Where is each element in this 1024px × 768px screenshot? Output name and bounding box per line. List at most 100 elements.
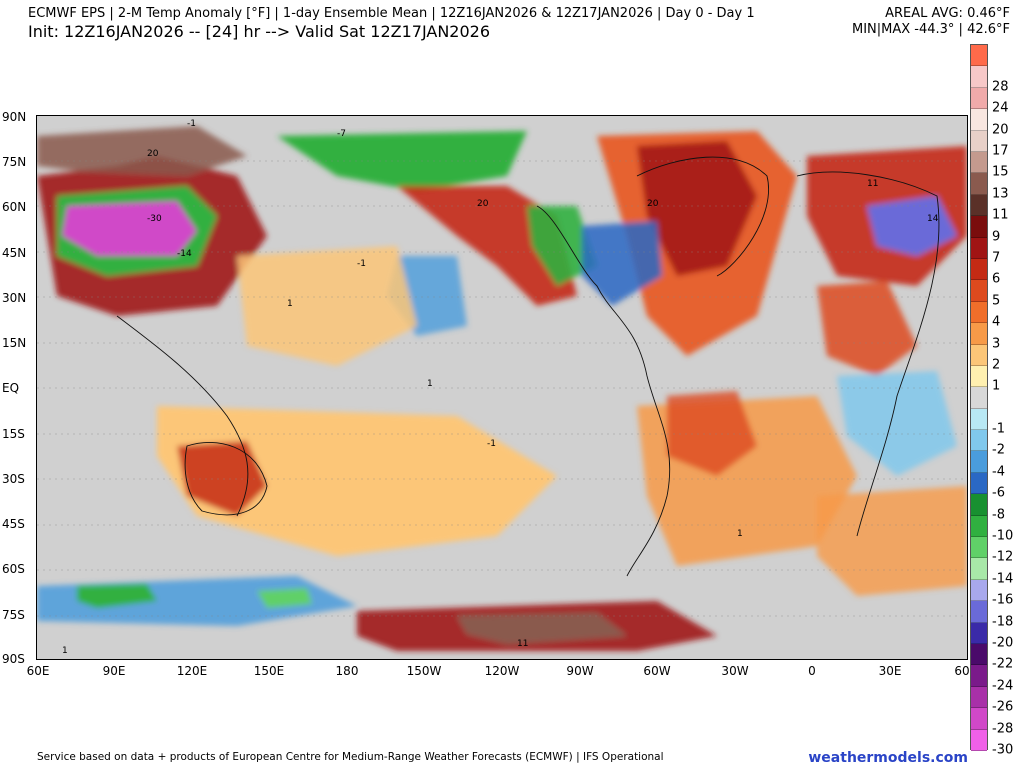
colorbar-swatch xyxy=(971,622,987,645)
map-title: ECMWF EPS | 2-M Temp Anomaly [°F] | 1-da… xyxy=(28,6,755,21)
lon-label: 180 xyxy=(335,664,359,678)
colorbar-tick-label: -10 xyxy=(992,528,1014,544)
colorbar-tick-label: -1 xyxy=(992,421,1005,437)
colorbar-tick-label: 20 xyxy=(992,122,1009,138)
colorbar xyxy=(970,44,988,751)
colorbar-swatch xyxy=(971,708,987,730)
contour-label: 1 xyxy=(427,379,433,389)
colorbar-tick-label: -30 xyxy=(992,742,1014,758)
colorbar-tick-label: -18 xyxy=(992,614,1014,630)
colorbar-tick-label: 13 xyxy=(992,186,1009,202)
colorbar-tick-label: 3 xyxy=(992,336,1001,351)
lat-label: 90N xyxy=(2,110,27,124)
colorbar-swatch xyxy=(971,644,987,666)
lat-label: 90S xyxy=(2,652,25,666)
colorbar-swatch xyxy=(971,601,987,623)
colorbar-swatch xyxy=(971,344,987,366)
colorbar-swatch xyxy=(971,558,987,580)
colorbar-swatch xyxy=(971,87,987,110)
colorbar-swatch xyxy=(971,194,987,217)
colorbar-tick-label: -4 xyxy=(992,464,1005,480)
colorbar-tick-label: 2 xyxy=(992,357,1001,373)
colorbar-swatch xyxy=(971,472,987,495)
lat-label: 60S xyxy=(2,562,25,576)
colorbar-swatch xyxy=(971,537,987,559)
colorbar-swatch xyxy=(971,430,987,452)
lon-label: 120W xyxy=(484,664,520,678)
colorbar-tick-label: -12 xyxy=(992,549,1014,565)
colorbar-tick-label: -20 xyxy=(992,635,1014,651)
colorbar-swatch xyxy=(971,45,987,67)
cold-east-us xyxy=(582,221,662,306)
cold-central-na xyxy=(527,206,597,286)
colorbar-tick-label: -14 xyxy=(992,571,1014,587)
brand-link[interactable]: weathermodels.com xyxy=(808,750,968,766)
colorbar-tick-label: 9 xyxy=(992,229,1001,245)
blue-indian-ocean xyxy=(837,371,957,476)
colorbar-tick-label: 24 xyxy=(992,100,1009,116)
contour-label: 20 xyxy=(647,199,659,209)
lat-label: 15N xyxy=(2,336,27,350)
colorbar-tick-label: -2 xyxy=(992,442,1005,458)
lat-label: 75S xyxy=(2,608,25,622)
contour-label: 1 xyxy=(62,646,68,656)
contour-label: 11 xyxy=(517,639,528,649)
colorbar-swatch xyxy=(971,301,987,324)
colorbar-swatch xyxy=(971,237,987,259)
colorbar-tick-label: -24 xyxy=(992,678,1014,694)
warm-core-greenland xyxy=(637,141,757,276)
colorbar-swatch xyxy=(971,258,987,281)
lon-label: 150E xyxy=(253,664,285,678)
colorbar-swatch xyxy=(971,66,987,88)
lat-label: 75N xyxy=(2,155,27,169)
coastlines xyxy=(116,156,940,577)
colorbar-swatch xyxy=(971,365,987,388)
colorbar-swatch xyxy=(971,729,987,751)
colorbar-tick-label: -6 xyxy=(992,485,1005,501)
colorbar-tick-label: 1 xyxy=(992,378,1001,394)
lat-label: 45N xyxy=(2,246,27,260)
colorbar-swatch xyxy=(971,451,987,473)
cold-east-europe xyxy=(867,196,957,256)
lat-label: 30S xyxy=(2,472,25,486)
colorbar-tick-label: 7 xyxy=(992,250,1001,266)
colorbar-tick-label: 5 xyxy=(992,293,1001,309)
colorbar-swatch xyxy=(971,109,987,131)
warm-arctic-east-siberia xyxy=(37,126,247,176)
lon-label: 120E xyxy=(176,664,208,678)
contour-label: 20 xyxy=(147,149,159,159)
green-cold-arctic-canada xyxy=(277,131,527,191)
colorbar-tick-label: -22 xyxy=(992,656,1014,672)
anomaly-map: -7 -30 -14 14 20 20 20 11 11 -1 -1 -1 1 … xyxy=(36,115,968,660)
contour-label: -30 xyxy=(147,214,162,224)
contour-label: 1 xyxy=(287,299,293,309)
contour-label: 1 xyxy=(737,529,743,539)
lat-label: 30N xyxy=(2,291,27,305)
warm-brazil xyxy=(667,391,757,476)
warm-antarctica-core xyxy=(457,613,627,644)
colorbar-tick-label: -28 xyxy=(992,721,1014,737)
colorbar-tick-label: 15 xyxy=(992,164,1009,180)
min-max-readout: MIN|MAX -44.3° | 42.6°F xyxy=(851,22,1010,37)
colorbar-swatch xyxy=(971,130,987,152)
colorbar-swatch xyxy=(971,216,987,238)
lon-label: 90E xyxy=(102,664,126,678)
colorbar-tick-label: -16 xyxy=(992,592,1014,608)
green-southern-ocean-patch-2 xyxy=(257,588,312,608)
lat-label: 60N xyxy=(2,200,27,214)
lat-label: 15S xyxy=(2,427,25,441)
colorbar-tick-label: 28 xyxy=(992,79,1009,95)
colorbar-tick-label: 6 xyxy=(992,271,1001,287)
colorbar-tick-label: 4 xyxy=(992,314,1001,330)
colorbar-swatch xyxy=(971,280,987,302)
colorbar-swatch xyxy=(971,494,987,516)
warm-north-africa xyxy=(817,281,917,376)
lat-label: EQ xyxy=(2,381,20,395)
colorbar-swatch xyxy=(971,323,987,345)
contour-label: -1 xyxy=(357,259,366,269)
colorbar-tick-label: -8 xyxy=(992,507,1005,523)
lon-label: 60E xyxy=(26,664,50,678)
colorbar-swatch xyxy=(971,173,987,195)
lon-label: 150W xyxy=(406,664,442,678)
purple-cold-core-siberia xyxy=(62,201,197,256)
